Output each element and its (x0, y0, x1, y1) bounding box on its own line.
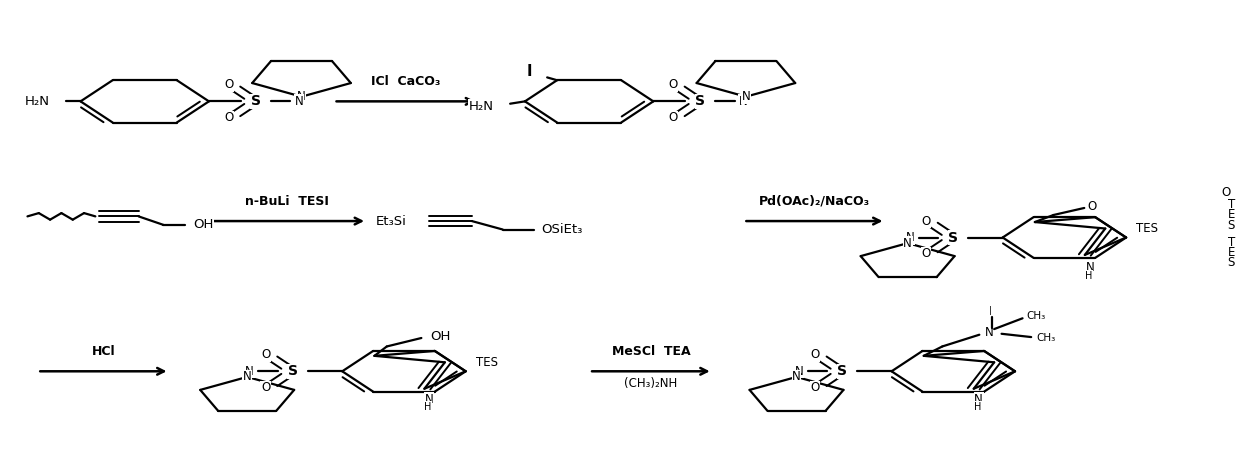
Text: HCl: HCl (92, 345, 115, 358)
Text: Pd(OAc)₂/NaCO₃: Pd(OAc)₂/NaCO₃ (759, 195, 870, 208)
Text: S: S (696, 95, 706, 108)
Text: CH₃: CH₃ (1027, 311, 1045, 321)
Text: O: O (262, 348, 270, 361)
Text: S: S (949, 230, 959, 245)
Text: O: O (921, 215, 931, 228)
Text: N: N (975, 392, 983, 406)
Text: O: O (1221, 186, 1231, 200)
Text: T: T (1228, 198, 1235, 211)
Text: O: O (921, 247, 931, 260)
Text: N: N (1085, 261, 1094, 274)
Text: S: S (250, 95, 260, 108)
Text: N: N (905, 231, 914, 244)
Text: I: I (527, 64, 532, 79)
Text: CH₃: CH₃ (1037, 332, 1055, 342)
Text: S: S (288, 364, 298, 378)
Text: TES: TES (476, 356, 497, 369)
Text: ICl  CaCO₃: ICl CaCO₃ (371, 75, 440, 88)
Text: H: H (1085, 271, 1092, 281)
Text: E: E (1228, 209, 1235, 221)
Text: N: N (742, 90, 750, 103)
Text: O: O (262, 381, 270, 394)
Text: O: O (224, 78, 233, 91)
Text: |: | (990, 305, 992, 314)
Text: TES: TES (1136, 222, 1158, 235)
Text: N: N (903, 237, 911, 250)
Text: H₂N: H₂N (25, 95, 50, 108)
Text: N: N (425, 392, 434, 406)
Text: n-BuLi  TESI: n-BuLi TESI (244, 195, 329, 208)
Text: E: E (1228, 246, 1235, 259)
Text: OH: OH (430, 330, 450, 342)
Text: N: N (792, 370, 801, 383)
Text: O: O (811, 381, 820, 394)
Text: N: N (739, 95, 748, 108)
Text: H: H (424, 401, 432, 411)
Text: O: O (1087, 200, 1096, 213)
Text: N: N (246, 365, 254, 378)
Text: OSiEt₃: OSiEt₃ (541, 223, 583, 236)
Text: S: S (1228, 219, 1235, 232)
Text: H₂N: H₂N (469, 100, 494, 113)
Text: T: T (1228, 236, 1235, 249)
Text: O: O (668, 111, 678, 124)
Text: (CH₃)₂NH: (CH₃)₂NH (624, 377, 677, 390)
Text: Et₃Si: Et₃Si (376, 215, 407, 228)
Text: OH: OH (193, 218, 213, 231)
Text: N: N (298, 90, 306, 103)
Text: N: N (243, 370, 252, 383)
Text: O: O (224, 111, 233, 124)
Text: S: S (1228, 256, 1235, 269)
Text: H: H (973, 401, 981, 411)
Text: O: O (668, 78, 678, 91)
Text: N: N (985, 326, 993, 339)
Text: N: N (295, 95, 304, 108)
Text: O: O (811, 348, 820, 361)
Text: MeSCl  TEA: MeSCl TEA (611, 345, 691, 358)
Text: N: N (795, 365, 804, 378)
Text: S: S (837, 364, 847, 378)
